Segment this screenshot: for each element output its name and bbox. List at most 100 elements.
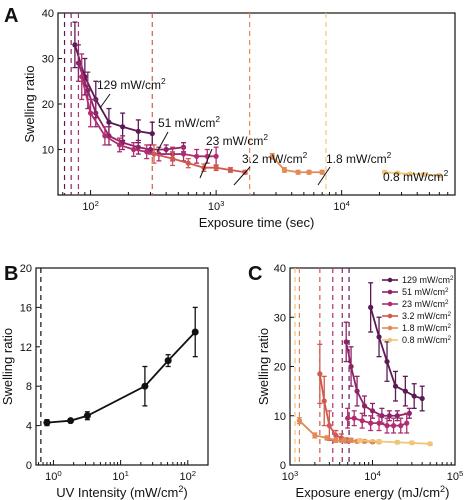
y-tick-label: 10	[42, 145, 54, 157]
y-tick-label: 0	[280, 460, 286, 472]
series-annotation: 0.8 mW/cm2	[383, 168, 449, 184]
data-point	[379, 413, 385, 419]
series-2	[345, 407, 410, 434]
series-5	[382, 169, 442, 179]
data-point	[376, 334, 382, 340]
legend-entry: 23 mW/cm2	[402, 299, 449, 310]
y-tick-label: 30	[42, 54, 54, 66]
series-line	[345, 341, 410, 417]
data-point	[376, 438, 382, 444]
data-point	[164, 357, 172, 365]
data-point	[359, 418, 365, 424]
data-point	[147, 146, 154, 153]
y-tick-label: 0	[26, 460, 32, 472]
series-annotation: 129 mW/cm2	[97, 76, 166, 92]
data-point	[87, 110, 94, 116]
x-tick-label: 101	[112, 469, 129, 484]
data-point	[368, 420, 374, 426]
data-point	[386, 413, 392, 419]
data-point	[135, 144, 141, 150]
data-point	[392, 383, 399, 389]
series-annotation: 51 mW/cm2	[158, 114, 220, 130]
data-point	[351, 415, 357, 421]
y-tick-label: 40	[274, 263, 286, 275]
data-point	[72, 42, 78, 48]
data-point	[269, 153, 275, 159]
y-tick-label: 20	[274, 362, 286, 374]
data-point	[411, 393, 417, 399]
data-point	[376, 420, 382, 426]
data-point	[326, 423, 332, 429]
data-point	[85, 87, 91, 93]
legend-swatch-marker	[387, 289, 393, 295]
y-tick-label: 4	[26, 421, 32, 433]
data-point	[194, 153, 200, 159]
y-axis-label: Swelling ratio	[22, 65, 37, 142]
series-0	[43, 306, 199, 427]
y-tick-label: 20	[42, 99, 54, 111]
data-point	[407, 171, 413, 177]
y-axis-label: Swelling ratio	[256, 328, 271, 405]
legend-swatch-marker	[387, 325, 393, 331]
series-5	[357, 437, 433, 447]
data-point	[67, 417, 75, 425]
data-point	[135, 128, 141, 134]
axes-frame	[35, 267, 209, 466]
series-line	[77, 62, 184, 151]
y-tick-label: 16	[20, 302, 32, 314]
legend-swatch-marker	[387, 301, 393, 307]
series-annotation: 3.2 mW/cm2	[242, 150, 308, 166]
data-point	[348, 363, 354, 370]
series-0	[368, 282, 425, 412]
data-point	[130, 146, 137, 153]
data-point	[357, 437, 363, 443]
data-point	[394, 413, 400, 419]
x-tick-label: 100	[45, 469, 62, 484]
data-point	[79, 74, 85, 80]
data-point	[394, 439, 400, 445]
data-point	[141, 382, 149, 390]
data-point	[151, 151, 157, 157]
x-tick-label: 103	[282, 469, 299, 484]
data-point	[169, 156, 176, 162]
data-point	[419, 395, 425, 402]
data-point	[120, 124, 126, 130]
series-1	[75, 44, 187, 155]
series-annotation: 23 mW/cm2	[206, 132, 268, 148]
annotation-leader	[156, 131, 169, 153]
data-point	[296, 418, 303, 424]
legend-swatch-marker	[387, 313, 393, 319]
data-point	[333, 437, 339, 443]
data-point	[354, 388, 360, 394]
data-point	[180, 151, 187, 157]
data-point	[427, 441, 433, 447]
data-point	[191, 328, 199, 336]
data-point	[384, 358, 390, 365]
data-point	[384, 423, 390, 429]
x-axis-label: UV Intensity (mW/cm2)	[56, 484, 187, 500]
data-point	[93, 110, 99, 116]
data-point	[348, 437, 354, 443]
annotation-leader	[199, 148, 213, 179]
axes-frame	[57, 12, 456, 196]
data-point	[343, 339, 349, 345]
x-tick-label: 102	[180, 469, 197, 484]
legend-entry: 3.2 mW/cm2	[402, 311, 452, 322]
data-point	[368, 304, 374, 310]
data-point	[345, 415, 351, 421]
data-point	[333, 432, 339, 439]
data-point	[395, 170, 401, 176]
x-tick-label: 103	[208, 199, 225, 214]
y-tick-label: 10	[274, 411, 286, 423]
legend-entry: 0.8 mW/cm2	[402, 335, 452, 346]
data-point	[149, 130, 155, 137]
data-point	[116, 142, 123, 148]
y-tick-label: 20	[20, 263, 32, 275]
data-point	[398, 423, 404, 429]
y-tick-label: 8	[26, 381, 32, 393]
y-tick-label: 30	[274, 312, 286, 324]
data-point	[324, 435, 330, 441]
y-tick-label: 40	[42, 8, 54, 20]
panel-a: A 102 103 104 10 20 30 40 Exposure time (sec) Swe…	[4, 5, 456, 230]
series-4	[269, 152, 325, 175]
